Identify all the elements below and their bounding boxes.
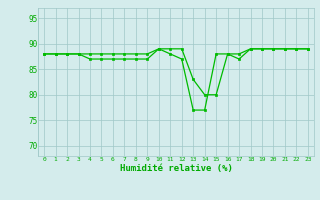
- X-axis label: Humidité relative (%): Humidité relative (%): [120, 164, 232, 172]
